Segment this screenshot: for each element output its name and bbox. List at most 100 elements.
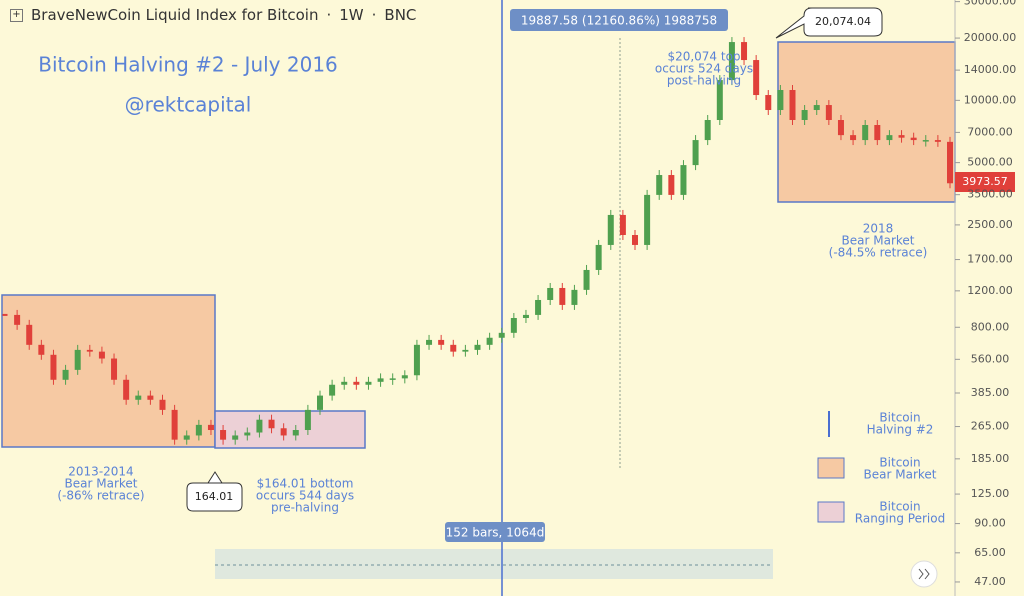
note-line: pre-halving (271, 501, 339, 515)
y-tick-label: 47.00 (974, 575, 1006, 588)
bars-badge (445, 522, 545, 542)
candle (837, 120, 844, 136)
y-tick-label: 3500.00 (967, 188, 1013, 201)
candles (2, 37, 953, 445)
expand-icon[interactable]: + (10, 8, 23, 22)
y-tick-label: 5000.00 (967, 156, 1013, 169)
candle (450, 344, 457, 352)
note-line: 2018 (863, 222, 894, 236)
candle (135, 395, 142, 400)
exchange[interactable]: BNC (384, 6, 417, 24)
y-tick-label: 560.00 (971, 352, 1010, 365)
candle (947, 141, 953, 184)
note-line: 2013-2014 (68, 465, 133, 479)
range-box (215, 549, 773, 579)
candle (426, 339, 433, 345)
candle (789, 90, 796, 121)
candle (401, 375, 408, 379)
candle (183, 435, 190, 440)
candle (232, 435, 239, 440)
bottom-callout-box (186, 471, 243, 512)
candle (765, 95, 772, 111)
candle (741, 42, 748, 61)
candle (26, 324, 33, 345)
candle (159, 399, 166, 410)
candle (256, 419, 263, 433)
note-line: (-84.5% retrace) (829, 246, 928, 260)
top-callout-box (775, 7, 883, 39)
y-tick-label: 30000.00 (964, 0, 1017, 8)
note-line: Bear Market (864, 468, 937, 482)
candle (365, 381, 372, 385)
price-flag-label: 3973.57 (962, 175, 1008, 188)
candle (559, 287, 566, 305)
note-line: Ranging Period (855, 512, 945, 526)
legend-ranging-swatch (817, 501, 845, 523)
candle (595, 244, 602, 270)
candle (38, 344, 45, 355)
candle (50, 354, 57, 380)
candle (644, 194, 651, 245)
note-line: post-halving (667, 74, 741, 88)
candle (329, 384, 336, 396)
price-flag (955, 172, 1015, 192)
candle (341, 381, 348, 385)
measure-label: 19887.58 (12160.86%) 1988758 (521, 14, 717, 28)
candle (268, 419, 275, 429)
bear-box-2018 (777, 41, 956, 203)
scroll-icon (918, 568, 930, 580)
y-tick-label: 20000.00 (964, 31, 1017, 44)
y-tick-label: 90.00 (974, 517, 1006, 530)
candle (14, 314, 21, 325)
candle (922, 140, 929, 142)
bottom-callout: 164.01 (195, 490, 234, 503)
measure-badge (510, 9, 728, 31)
candle (728, 42, 735, 81)
y-tick-label: 265.00 (971, 420, 1010, 433)
candle (668, 175, 675, 195)
candle (474, 344, 481, 350)
candle (680, 165, 687, 195)
candle (123, 379, 130, 400)
candle (389, 378, 396, 380)
note-line: Bear Market (65, 477, 138, 491)
candle (886, 135, 893, 141)
candle (874, 125, 881, 141)
candle (220, 430, 227, 440)
y-tick-label: 1700.00 (967, 253, 1013, 266)
candle (777, 90, 784, 111)
candle (111, 358, 118, 380)
candle (280, 428, 287, 436)
y-tick-label: 10000.00 (964, 93, 1017, 106)
candle (547, 287, 554, 300)
candle (813, 105, 820, 111)
note-line: (-86% retrace) (57, 489, 144, 503)
note-line: $164.01 bottom (257, 477, 354, 491)
candle (910, 137, 917, 141)
scroll-button[interactable] (910, 560, 938, 588)
candle (147, 395, 154, 400)
candle (353, 381, 360, 385)
y-tick-label: 385.00 (971, 386, 1010, 399)
candle (438, 339, 445, 345)
candle (535, 299, 542, 315)
candle (377, 378, 384, 382)
candle (522, 314, 529, 319)
candle (619, 214, 626, 236)
candle (632, 235, 638, 245)
note-line: Halving #2 (867, 423, 934, 437)
candle (292, 430, 299, 436)
candle (692, 140, 699, 166)
header: + BraveNewCoin Liquid Index for Bitcoin ·… (10, 6, 416, 24)
note-line: Bitcoin (879, 500, 920, 514)
candle (510, 318, 517, 333)
candle (62, 369, 69, 380)
candle (486, 337, 493, 345)
note-line: Bitcoin (879, 456, 920, 470)
candle (317, 395, 323, 410)
candle (607, 214, 614, 245)
y-tick-label: 1200.00 (967, 284, 1013, 297)
candle (2, 313, 8, 316)
